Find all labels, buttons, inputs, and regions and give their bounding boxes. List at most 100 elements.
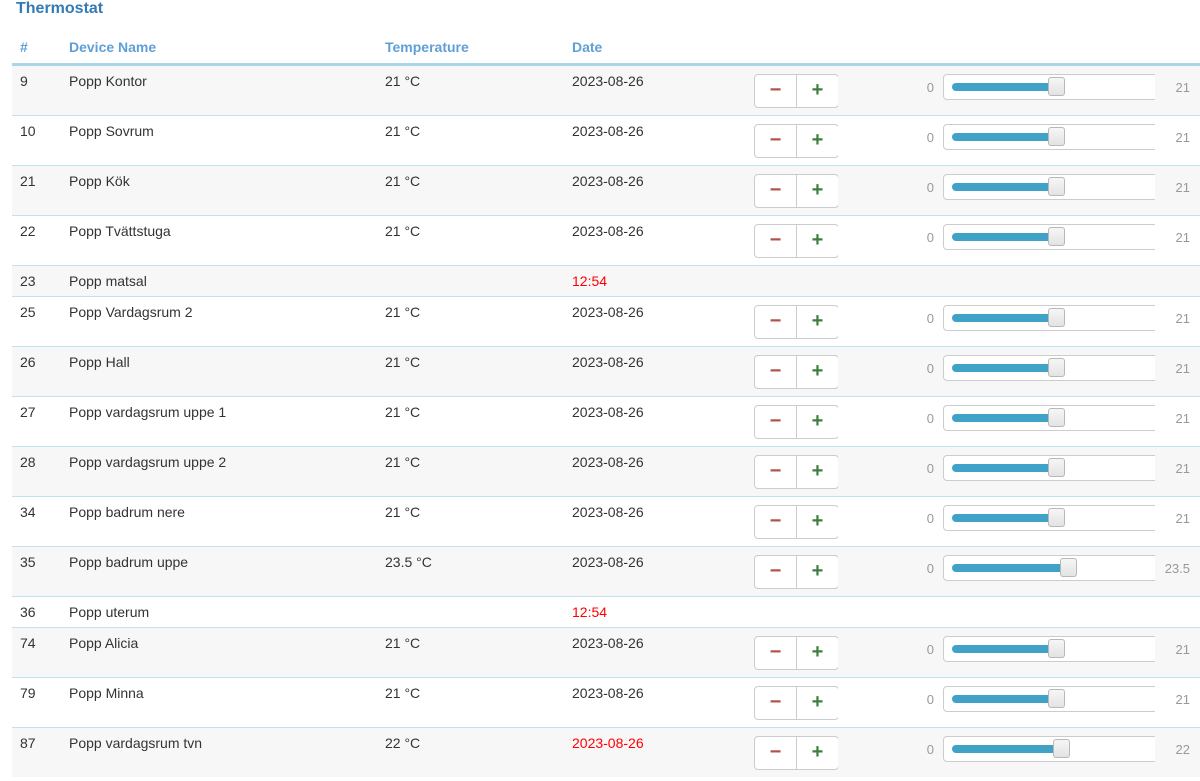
temperature-slider[interactable]	[943, 686, 1155, 712]
increase-button[interactable]: +	[796, 74, 838, 108]
device-name-cell: Popp Minna	[61, 678, 377, 728]
increase-button[interactable]: +	[796, 455, 838, 489]
temperature-slider[interactable]	[943, 505, 1155, 531]
decrease-button[interactable]: −	[754, 74, 797, 108]
slider-value-cell: 21	[1155, 166, 1200, 216]
slider-min-label: 0	[926, 180, 934, 195]
plus-icon: +	[811, 229, 824, 251]
slider-handle[interactable]	[1048, 358, 1065, 377]
setpoint-stepper: − +	[754, 405, 838, 439]
temperature-slider[interactable]	[943, 736, 1155, 762]
slider-handle[interactable]	[1048, 689, 1065, 708]
slider-value: 21	[1175, 311, 1190, 326]
setpoint-stepper: − +	[754, 224, 838, 258]
increase-button[interactable]: +	[796, 686, 838, 720]
decrease-button[interactable]: −	[754, 455, 797, 489]
increase-button[interactable]: +	[796, 555, 838, 589]
slider-min-cell: 0	[838, 216, 938, 266]
temperature-value: 21 °C	[385, 404, 421, 420]
increase-button[interactable]: +	[796, 224, 838, 258]
slider-handle[interactable]	[1048, 639, 1065, 658]
temperature-slider[interactable]	[943, 405, 1155, 431]
temperature-value: 21 °C	[385, 504, 421, 520]
device-name-cell: Popp Kontor	[61, 65, 377, 116]
decrease-button[interactable]: −	[754, 686, 797, 720]
temperature-slider[interactable]	[943, 455, 1155, 481]
date-value: 2023-08-26	[572, 554, 644, 570]
decrease-button[interactable]: −	[754, 355, 797, 389]
increase-button[interactable]: +	[796, 405, 838, 439]
slider-handle[interactable]	[1048, 77, 1065, 96]
increase-button[interactable]: +	[796, 124, 838, 158]
header-id[interactable]: #	[12, 32, 61, 66]
slider-handle[interactable]	[1048, 227, 1065, 246]
plus-icon: +	[811, 410, 824, 432]
date-cell: 12:54	[564, 597, 738, 628]
slider-fill	[952, 564, 1069, 572]
temperature-slider[interactable]	[943, 305, 1155, 331]
increase-button[interactable]: +	[796, 636, 838, 670]
temperature-slider[interactable]	[943, 636, 1155, 662]
minus-icon: −	[769, 460, 782, 482]
temperature-slider[interactable]	[943, 124, 1155, 150]
decrease-button[interactable]: −	[754, 505, 797, 539]
device-name-cell: Popp badrum nere	[61, 497, 377, 547]
slider-handle[interactable]	[1060, 558, 1077, 577]
increase-button[interactable]: +	[796, 505, 838, 539]
slider-handle[interactable]	[1048, 308, 1065, 327]
increase-button[interactable]: +	[796, 736, 838, 770]
device-id: 10	[20, 123, 36, 139]
slider-handle[interactable]	[1048, 177, 1065, 196]
slider-value-cell: 23.5	[1155, 547, 1200, 597]
slider-cell	[938, 166, 1155, 216]
temperature-slider[interactable]	[943, 355, 1155, 381]
device-name: Popp Vardagsrum 2	[69, 304, 193, 320]
temperature-slider[interactable]	[943, 555, 1155, 581]
slider-value: 21	[1175, 180, 1190, 195]
slider-cell	[938, 216, 1155, 266]
header-controls-spacer	[738, 32, 838, 66]
decrease-button[interactable]: −	[754, 124, 797, 158]
plus-icon: +	[811, 129, 824, 151]
device-id-cell: 35	[12, 547, 61, 597]
temperature-value: 21 °C	[385, 223, 421, 239]
date-cell: 2023-08-26	[564, 447, 738, 497]
slider-value-cell: 22	[1155, 728, 1200, 778]
slider-handle[interactable]	[1048, 508, 1065, 527]
slider-min-label: 0	[926, 642, 934, 657]
slider-min-cell: 0	[838, 497, 938, 547]
decrease-button[interactable]: −	[754, 405, 797, 439]
temperature-slider[interactable]	[943, 174, 1155, 200]
slider-handle[interactable]	[1048, 408, 1065, 427]
slider-handle[interactable]	[1048, 458, 1065, 477]
device-id-cell: 23	[12, 266, 61, 297]
device-name-cell: Popp matsal	[61, 266, 377, 297]
device-name: Popp vardagsrum tvn	[69, 735, 203, 751]
device-id: 9	[20, 73, 28, 89]
decrease-button[interactable]: −	[754, 636, 797, 670]
controls-cell: − +	[738, 347, 838, 397]
header-temperature[interactable]: Temperature	[377, 32, 564, 66]
header-date[interactable]: Date	[564, 32, 738, 66]
increase-button[interactable]: +	[796, 174, 838, 208]
controls-cell: − +	[738, 65, 838, 116]
slider-min-cell: 0	[838, 116, 938, 166]
decrease-button[interactable]: −	[754, 736, 797, 770]
temperature-cell: 21 °C	[377, 447, 564, 497]
decrease-button[interactable]: −	[754, 555, 797, 589]
increase-button[interactable]: +	[796, 305, 838, 339]
slider-handle[interactable]	[1048, 127, 1065, 146]
slider-handle[interactable]	[1053, 739, 1070, 758]
decrease-button[interactable]: −	[754, 305, 797, 339]
temperature-value: 21 °C	[385, 173, 421, 189]
decrease-button[interactable]: −	[754, 224, 797, 258]
increase-button[interactable]: +	[796, 355, 838, 389]
device-name-cell: Popp vardagsrum uppe 2	[61, 447, 377, 497]
temperature-slider[interactable]	[943, 224, 1155, 250]
temperature-slider[interactable]	[943, 74, 1155, 100]
header-device-name[interactable]: Device Name	[61, 32, 377, 66]
slider-value-cell: 21	[1155, 678, 1200, 728]
date-value: 2023-08-26	[572, 685, 644, 701]
decrease-button[interactable]: −	[754, 174, 797, 208]
slider-value: 22	[1175, 742, 1190, 757]
